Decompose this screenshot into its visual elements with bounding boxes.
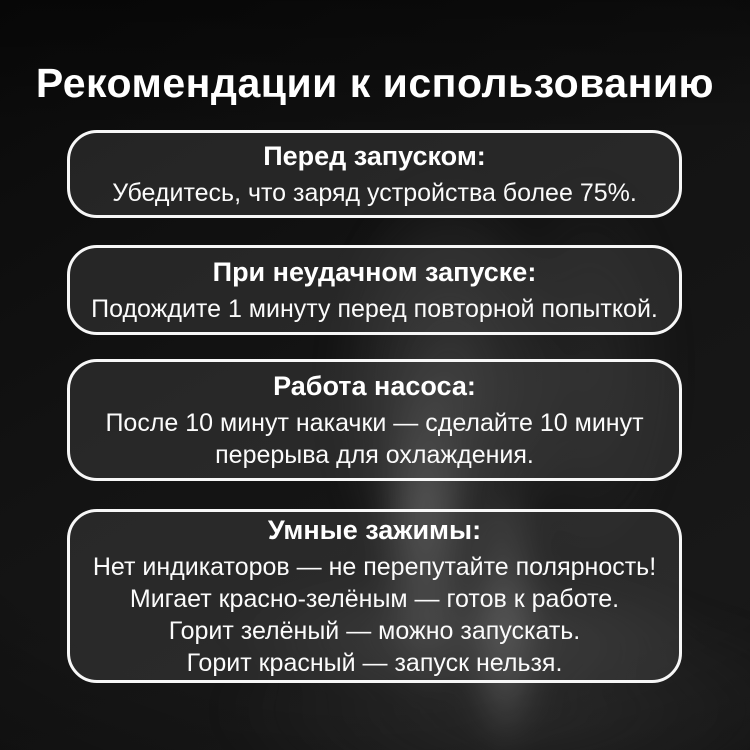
card-heading: Умные зажимы:	[267, 515, 482, 545]
card-smart-clamps: Умные зажимы: Нет индикаторов — не переп…	[67, 509, 682, 683]
card-text-line: Подождите 1 минуту перед повторной попыт…	[91, 295, 658, 323]
card-failed-start: При неудачном запуске: Подождите 1 минут…	[67, 245, 682, 335]
page-title: Рекомендации к использованию	[35, 60, 715, 106]
card-before-start: Перед запуском: Убедитесь, что заряд уст…	[67, 130, 682, 218]
card-text-line: Горит красный — запуск нельзя.	[186, 649, 563, 677]
card-text-line: перерыва для охлаждения.	[215, 441, 534, 469]
card-text-line: Горит зелёный — можно запускать.	[168, 617, 581, 645]
card-heading: При неудачном запуске:	[212, 257, 537, 287]
card-heading: Перед запуском:	[263, 141, 486, 171]
card-text-line: Мигает красно-зелёным — готов к работе.	[129, 585, 620, 613]
card-pump-operation: Работа насоса: После 10 минут накачки — …	[67, 359, 682, 481]
card-text-line: Нет индикаторов — не перепутайте полярно…	[92, 553, 657, 581]
card-heading: Работа насоса:	[273, 371, 476, 401]
card-text-line: Убедитесь, что заряд устройства более 75…	[112, 179, 637, 207]
card-text-line: После 10 минут накачки — сделайте 10 мин…	[105, 409, 644, 437]
